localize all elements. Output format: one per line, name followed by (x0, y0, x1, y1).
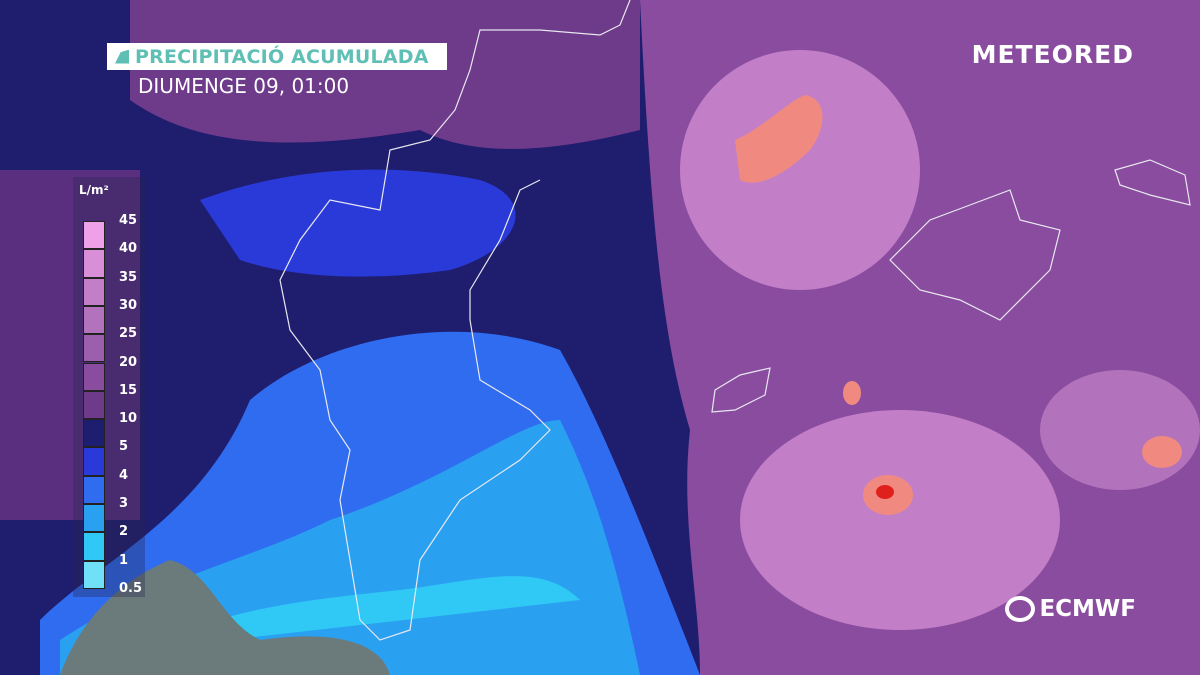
legend-swatch (83, 277, 105, 306)
precip-heavy-3 (1142, 436, 1182, 468)
legend-label: 30 (119, 297, 138, 313)
ecmwf-icon (1005, 596, 1036, 622)
legend-label: 2 (119, 524, 129, 540)
precip-extreme (876, 485, 894, 499)
map-title: PRECIPITACIÓ ACUMULADA (135, 45, 429, 68)
legend-swatch (83, 249, 105, 278)
legend-label: 35 (119, 269, 138, 285)
legend-swatch (83, 362, 105, 391)
balearic-mallorca (889, 189, 1061, 321)
legend-swatch (83, 447, 105, 476)
legend-label: 0.5 (119, 580, 143, 596)
legend-label: 5 (119, 439, 129, 455)
legend-label: 25 (119, 326, 138, 342)
precip-high-1 (680, 50, 920, 290)
legend-label: 3 (119, 496, 129, 511)
precip-lightest (140, 576, 580, 650)
legend-swatch (83, 560, 105, 589)
legend-swatch (83, 419, 105, 448)
legend-swatch (83, 504, 105, 533)
title-accent-icon (115, 49, 129, 64)
precip-high-3 (1040, 370, 1200, 490)
balearic-menorca (1114, 159, 1191, 206)
legend-swatch (83, 532, 105, 561)
precip-heavy-1 (735, 95, 823, 183)
land-nodata (60, 560, 390, 675)
legend-unit: L/m² (79, 183, 109, 197)
legend-label: 40 (119, 241, 138, 257)
legend-swatch (83, 475, 105, 504)
legend-label: 45 (119, 213, 138, 228)
precip-area-north (130, 0, 640, 149)
ecmwf-logo: ECMWF (1005, 596, 1136, 622)
legend-swatch (83, 334, 105, 363)
legend-label: 10 (119, 411, 138, 427)
legend-label: 20 (119, 354, 138, 370)
map-title-box: PRECIPITACIÓ ACUMULADA (107, 43, 447, 70)
legend-label: 4 (119, 467, 129, 483)
precip-heavy-4 (843, 381, 861, 405)
coastline (279, 0, 631, 641)
map-datetime: DIUMENGE 09, 01:00 (138, 74, 350, 98)
ecmwf-label: ECMWF (1039, 596, 1136, 622)
legend-swatch (83, 221, 105, 250)
legend-label: 15 (119, 382, 138, 398)
precip-area-west (0, 170, 140, 520)
legend-label: 1 (119, 552, 129, 568)
balearic-ibiza (711, 367, 771, 413)
meteored-logo: METEORED (971, 40, 1134, 69)
legend-swatch (83, 390, 105, 420)
color-legend: L/m² 45 40 35 30 25 20 15 10 5 4 3 2 1 0.5 (73, 177, 145, 597)
precip-high-2 (740, 410, 1060, 630)
precip-low-north (200, 169, 516, 277)
legend-swatch (83, 305, 105, 335)
